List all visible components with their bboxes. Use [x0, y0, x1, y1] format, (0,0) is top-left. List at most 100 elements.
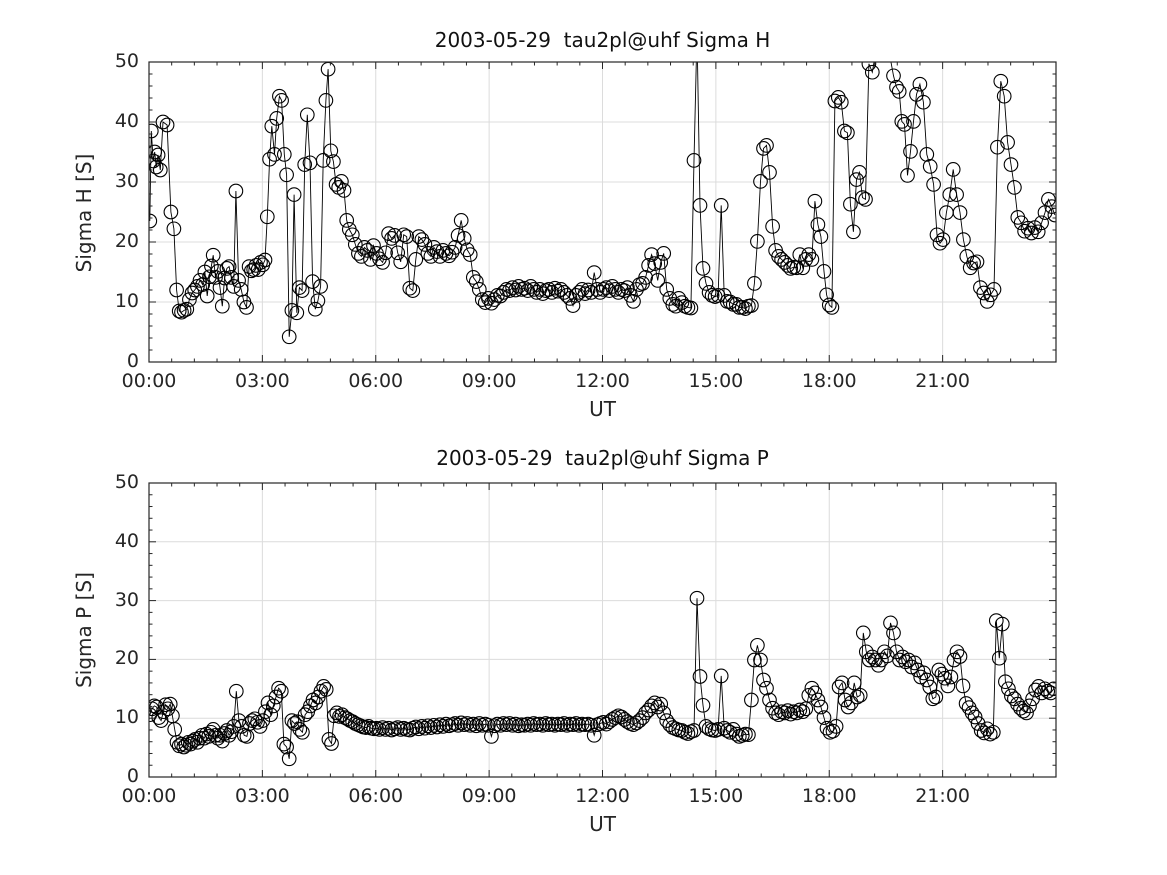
data-point-marker	[935, 232, 951, 247]
data-point-marker	[414, 232, 430, 247]
data-point-marker	[381, 720, 396, 736]
data-point-marker	[481, 717, 496, 733]
data-point-marker	[810, 217, 826, 232]
data-point-marker	[756, 141, 771, 156]
data-point-marker	[372, 251, 387, 267]
data-point-marker	[321, 732, 337, 747]
data-point-marker	[484, 729, 499, 744]
data-point-marker	[976, 285, 992, 301]
data-point-marker	[366, 238, 381, 253]
data-point-marker	[169, 282, 184, 298]
data-point-marker	[843, 196, 858, 212]
data-point-marker	[487, 718, 502, 734]
data-point-marker	[886, 625, 901, 641]
data-point-marker	[544, 285, 560, 300]
data-point-marker	[313, 279, 328, 294]
data-point-marker	[689, 590, 705, 606]
data-point-marker	[641, 258, 656, 273]
data-point-marker	[731, 300, 747, 315]
data-point-marker	[825, 723, 841, 739]
data-point-marker	[1022, 698, 1037, 714]
data-point-marker	[502, 716, 517, 731]
data-point-marker	[316, 679, 331, 694]
data-point-marker	[274, 93, 289, 108]
data-point-marker	[719, 723, 735, 738]
data-point-marker	[638, 270, 653, 285]
sigma-p-plot	[148, 482, 1057, 778]
data-point-marker	[607, 282, 623, 297]
data-point-marker	[744, 692, 759, 708]
data-point-marker	[861, 652, 877, 668]
data-point-marker	[813, 699, 829, 715]
data-point-marker	[795, 260, 811, 276]
data-point-marker	[940, 678, 956, 694]
data-point-marker	[692, 669, 708, 684]
data-point-marker	[580, 282, 596, 298]
data-point-marker	[402, 280, 418, 296]
data-point-marker	[635, 710, 650, 725]
data-point-marker	[294, 283, 310, 298]
data-point-marker	[620, 280, 635, 295]
data-point-marker	[315, 153, 331, 168]
data-point-marker	[907, 655, 923, 671]
data-point-marker	[937, 670, 953, 686]
data-point-marker	[756, 672, 771, 688]
data-point-marker	[477, 295, 493, 310]
data-point-marker	[435, 243, 451, 258]
data-point-marker	[447, 716, 463, 731]
data-point-marker	[777, 255, 793, 270]
sigma-h-x-axis-label: UT	[589, 397, 616, 421]
data-point-marker	[1007, 180, 1022, 195]
data-point-marker	[744, 298, 759, 313]
data-point-marker	[523, 279, 539, 294]
data-point-marker	[336, 183, 352, 198]
data-point-marker	[1046, 681, 1056, 697]
data-point-marker	[456, 231, 472, 246]
data-point-marker	[556, 285, 572, 300]
data-point-marker	[150, 147, 166, 163]
data-point-marker	[986, 282, 1002, 297]
data-point-marker	[511, 279, 526, 294]
data-point-marker	[228, 683, 244, 699]
data-point-marker	[396, 227, 412, 243]
data-point-marker	[182, 292, 197, 307]
data-point-marker	[647, 256, 663, 271]
data-point-marker	[553, 282, 569, 297]
data-point-marker	[228, 183, 244, 199]
data-point-marker	[795, 704, 811, 720]
data-point-marker	[798, 252, 814, 267]
data-point-marker	[155, 114, 171, 130]
data-point-marker	[919, 147, 935, 162]
data-point-marker	[447, 240, 463, 255]
data-point-marker	[650, 273, 666, 288]
data-point-marker	[420, 718, 436, 734]
data-point-marker	[780, 703, 796, 718]
data-point-marker	[840, 125, 855, 141]
data-point-marker	[299, 107, 315, 123]
data-point-marker	[281, 751, 297, 767]
data-point-marker	[508, 716, 523, 732]
data-point-marker	[276, 147, 292, 162]
data-point-marker	[877, 644, 892, 660]
data-point-marker	[728, 726, 744, 742]
data-point-marker	[824, 300, 840, 315]
data-point-marker	[792, 702, 808, 718]
data-point-marker	[276, 736, 292, 752]
data-point-marker	[244, 263, 259, 279]
data-point-marker	[284, 713, 300, 728]
data-point-marker	[898, 654, 913, 670]
data-point-marker	[468, 718, 484, 734]
data-point-marker	[855, 625, 871, 641]
data-point-marker	[683, 300, 699, 316]
data-point-marker	[453, 715, 469, 731]
data-point-marker	[375, 720, 390, 735]
data-point-marker	[883, 615, 898, 631]
data-point-marker	[1004, 688, 1019, 704]
data-point-marker	[453, 213, 469, 228]
data-point-marker	[1040, 683, 1056, 699]
data-point-marker	[976, 725, 992, 741]
data-point-marker	[292, 722, 308, 737]
data-point-marker	[214, 298, 230, 314]
data-point-marker	[810, 692, 826, 708]
data-point-marker	[831, 679, 847, 695]
